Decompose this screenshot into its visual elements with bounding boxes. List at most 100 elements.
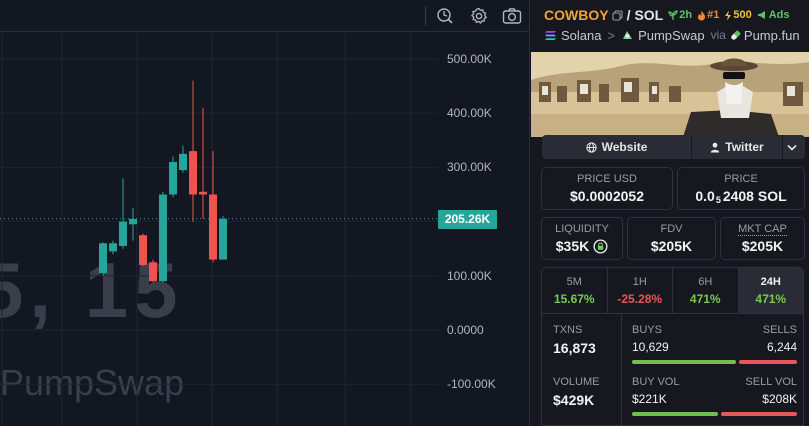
sell-vol-value: $208K <box>762 392 797 406</box>
sell-vol-label: SELL VOL <box>745 376 797 388</box>
tab-24h-label: 24H <box>760 275 781 288</box>
candle-body[interactable] <box>119 221 127 246</box>
price-usd-card: PRICE USD $0.0002052 <box>541 167 673 210</box>
trending-rank-badge[interactable]: #1 <box>697 9 719 21</box>
base-token-symbol[interactable]: COWBOY <box>544 7 609 23</box>
age-badge-text: 2h <box>679 9 693 21</box>
price-axis-tick: 0.0000 <box>447 323 484 337</box>
sprout-icon <box>668 9 678 20</box>
price-axis-tick: 400.00K <box>447 106 492 121</box>
twitter-label: Twitter <box>725 140 764 154</box>
chart-watermark-interval: 5, 15 <box>0 246 184 334</box>
buys-sells-ratio-bar <box>632 360 797 364</box>
tab-6h-change: 471% <box>689 291 721 306</box>
txns-stat: TXNS 16,873 <box>553 324 596 356</box>
candle-body[interactable] <box>169 161 177 195</box>
fdv-card: FDV $205K <box>627 217 716 260</box>
copy-icon[interactable] <box>612 9 623 21</box>
trending-rank-text: #1 <box>707 9 720 21</box>
flame-icon <box>698 10 706 20</box>
settings-icon[interactable] <box>468 5 490 27</box>
tab-5m-change: 15.67% <box>553 291 595 306</box>
candle-body[interactable] <box>209 194 217 260</box>
tab-1h-change: -25.28% <box>617 291 663 306</box>
buy-sell-volume-stat: BUY VOL SELL VOL $221K $208K <box>632 376 797 416</box>
volume-value: $429K <box>553 392 595 408</box>
tab-6h-label: 6H <box>698 275 713 288</box>
chart-toolbar <box>0 0 530 32</box>
fdv-label: FDV <box>660 223 683 235</box>
market-cap-value: $205K <box>741 238 784 254</box>
volume-label: VOLUME <box>553 376 600 388</box>
ads-icon <box>757 11 765 19</box>
market-cap-label[interactable]: MKT CAP <box>738 223 787 236</box>
candle-body[interactable] <box>109 243 117 252</box>
tab-6h[interactable]: 6H 471% <box>673 268 739 313</box>
sells-ratio-fill <box>738 360 797 364</box>
fdv-value: $205K <box>650 238 693 254</box>
price-usd-value: $0.0002052 <box>570 188 644 204</box>
via-label: via <box>710 28 726 42</box>
txns-value: 16,873 <box>553 340 596 356</box>
pair-breadcrumb: Solana > PumpSwap via Pump.fun <box>544 27 800 43</box>
liquidity-amount: $35K <box>555 238 590 254</box>
more-links-button[interactable] <box>783 135 805 159</box>
twitter-button[interactable]: Twitter <box>692 135 783 159</box>
candle-body[interactable] <box>159 194 167 282</box>
pill-icon <box>731 29 741 40</box>
candle-body[interactable] <box>199 191 207 195</box>
timeframe-tabs: 5M 15.67% 1H -25.28% 6H 471% 24H 471% <box>541 267 804 314</box>
liquidity-label: LIQUIDITY <box>555 223 609 235</box>
sells-label: SELLS <box>762 324 797 336</box>
buy-vol-label: BUY VOL <box>632 376 680 388</box>
search-chart-icon[interactable] <box>434 5 456 27</box>
candle-body[interactable] <box>129 218 137 225</box>
sell-vol-ratio-fill <box>720 412 797 416</box>
website-button[interactable]: Website <box>542 135 692 159</box>
price-usd-label: PRICE USD <box>577 173 637 185</box>
tab-24h[interactable]: 24H 471% <box>738 268 803 313</box>
buys-label: BUYS <box>632 324 662 336</box>
tab-1h[interactable]: 1H -25.28% <box>608 268 673 313</box>
candle-body[interactable] <box>149 262 157 282</box>
dex-link[interactable]: PumpSwap <box>638 27 705 43</box>
pair-header: COWBOY / SOL 2h #1 500 Ads <box>544 6 789 24</box>
age-badge: 2h <box>668 9 692 21</box>
globe-icon <box>585 141 597 153</box>
pumpswap-icon <box>623 31 633 39</box>
candle-body[interactable] <box>219 218 227 260</box>
price-axis-tick: 500.00K <box>447 52 492 66</box>
boost-badge-text: 500 <box>733 9 752 21</box>
website-label: Website <box>601 140 648 154</box>
ads-badge-text: Ads <box>768 9 790 21</box>
candlestick-chart[interactable] <box>0 33 530 426</box>
tab-24h-change: 471% <box>755 291 787 306</box>
liquidity-value: $35K <box>556 238 608 254</box>
camera-icon[interactable] <box>501 5 523 27</box>
chart-watermark-source: PumpSwap <box>0 362 185 403</box>
candle-body[interactable] <box>99 243 107 274</box>
toolbar-divider <box>425 6 426 26</box>
chart-panel[interactable]: 5, 15 PumpSwap 500.00K400.00K300.00K200.… <box>0 0 530 426</box>
lock-icon[interactable] <box>593 239 608 254</box>
buy-vol-ratio-fill <box>632 412 718 416</box>
tab-5m-label: 5M <box>566 275 582 288</box>
buys-ratio-fill <box>632 360 736 364</box>
tab-5m[interactable]: 5M 15.67% <box>542 268 608 313</box>
price-axis-tick: 100.00K <box>447 268 492 283</box>
launchpad-link[interactable]: Pump.fun <box>743 27 800 43</box>
candle-body[interactable] <box>139 235 147 265</box>
current-price-label: 205.26K <box>438 209 497 229</box>
trade-stats: TXNS 16,873 VOLUME $429K BUYS SELLS 10,6… <box>541 314 804 426</box>
candle-body[interactable] <box>179 153 187 171</box>
volume-stat: VOLUME $429K <box>553 376 599 408</box>
chain-link[interactable]: Solana <box>561 27 602 43</box>
txns-label: TXNS <box>553 324 583 336</box>
quote-token-symbol: SOL <box>634 7 664 23</box>
boost-badge[interactable]: 500 <box>724 9 752 21</box>
token-banner-image <box>531 52 809 137</box>
ads-badge[interactable]: Ads <box>757 9 790 21</box>
candle-body[interactable] <box>189 151 197 195</box>
user-icon <box>711 142 720 152</box>
